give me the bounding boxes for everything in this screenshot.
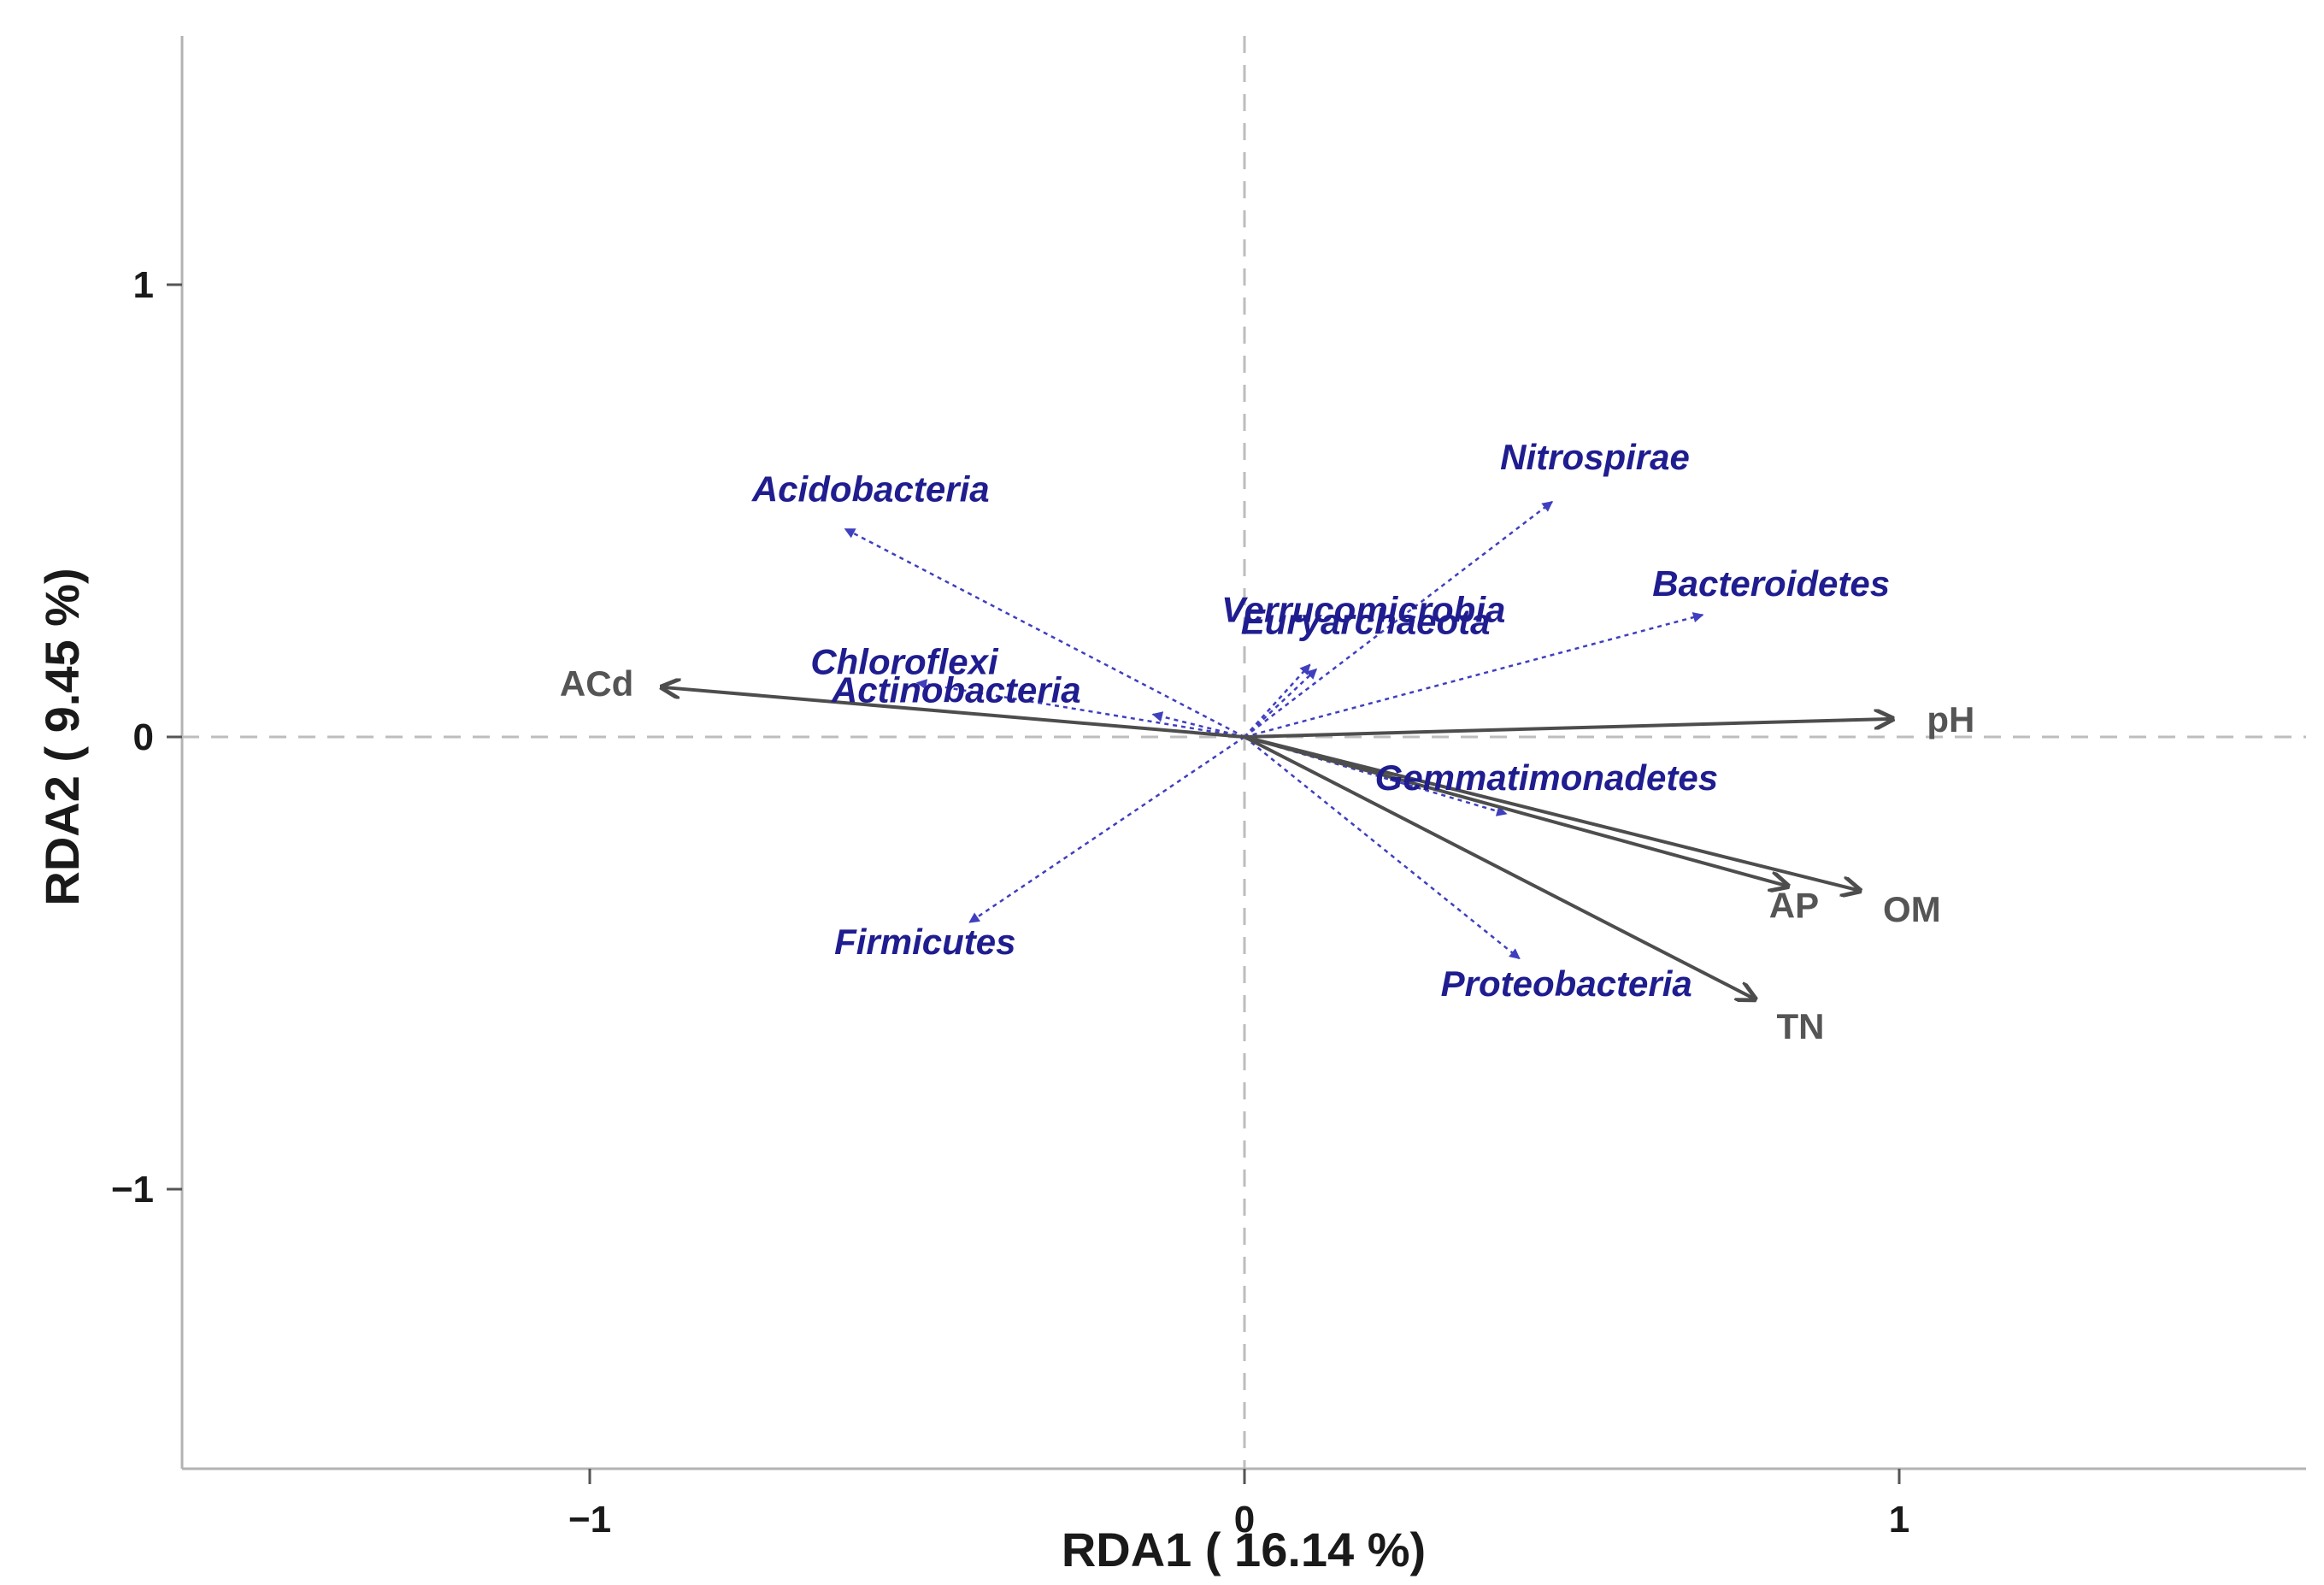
- arrow-firmicutes: [968, 735, 1245, 923]
- label-acd: ACd: [560, 663, 633, 704]
- arrow-chloroflexi: [915, 679, 1245, 739]
- arrow-proteobacteria: [1244, 736, 1521, 960]
- x-tick-label: −1: [568, 1499, 611, 1541]
- y-axis-ticks: 1 0 −1: [111, 264, 182, 1211]
- label-tn: TN: [1776, 1006, 1824, 1046]
- phyla-arrows: [844, 500, 1704, 960]
- arrow-actinobacteria: [1151, 711, 1245, 739]
- x-axis-title: RDA1 ( 16.14 %): [1062, 1523, 1426, 1576]
- arrow-ap: [1244, 735, 1788, 887]
- arrow-tn: [1244, 735, 1755, 999]
- arrow-ph: [1244, 719, 1892, 739]
- arrow-bacteroidetes: [1244, 612, 1704, 739]
- label-om: OM: [1883, 889, 1941, 929]
- x-tick-label: 0: [1234, 1499, 1255, 1541]
- label-acidobacteria: Acidobacteria: [751, 469, 990, 510]
- y-tick-label: −1: [111, 1169, 154, 1211]
- arrow-euryarchaeota: [1244, 663, 1311, 738]
- x-tick-label: 1: [1889, 1499, 1909, 1541]
- label-ph: pH: [1927, 699, 1974, 739]
- label-actinobacteria: Actinobacteria: [831, 670, 1081, 710]
- x-axis-ticks: −1 0 1: [568, 1469, 1909, 1541]
- environmental-factor-labels: ACd pH AP OM TN: [560, 663, 1974, 1046]
- label-nitrospirae: Nitrospirae: [1500, 437, 1690, 477]
- label-firmicutes: Firmicutes: [834, 922, 1015, 962]
- label-bacteroidetes: Bacteroidetes: [1652, 563, 1890, 604]
- phyla-labels: Acidobacteria Nitrospirae Bacteroidetes Ver…: [751, 437, 1890, 1004]
- y-tick-label: 0: [133, 716, 154, 758]
- arrow-om: [1244, 735, 1860, 891]
- label-ap: AP: [1769, 886, 1819, 926]
- environmental-factor-arrows: [662, 687, 1892, 999]
- label-chloroflexi: Chloroflexi: [810, 642, 999, 682]
- label-euryarchaeota: Euryarchaeota: [1241, 601, 1491, 641]
- label-gemmatimonadetes: Gemmatimonadetes: [1375, 757, 1718, 798]
- label-proteobacteria: Proteobacteria: [1441, 963, 1692, 1004]
- y-axis-title: RDA2 ( 9.45 %): [35, 568, 89, 905]
- y-tick-label: 1: [133, 264, 154, 306]
- arrow-acd: [662, 687, 1245, 739]
- label-verrucomicrobia: Verrucomicrobia: [1221, 590, 1505, 630]
- arrow-acidobacteria: [844, 527, 1245, 739]
